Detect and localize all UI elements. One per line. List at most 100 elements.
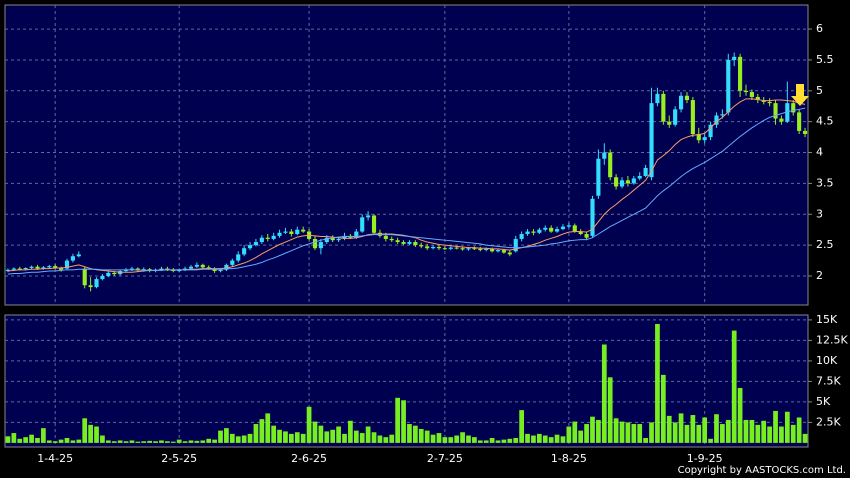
candle-body	[366, 215, 371, 218]
volume-bar	[525, 433, 530, 443]
candle-body	[360, 217, 365, 232]
x-tick-label: 2-6-25	[291, 452, 327, 465]
candle-body	[478, 248, 483, 251]
volume-bar	[141, 441, 147, 443]
candle-body	[460, 248, 465, 250]
volume-bar	[23, 437, 29, 443]
volume-bar	[489, 437, 495, 443]
volume-bar	[649, 422, 654, 443]
volume-bar	[625, 422, 631, 443]
volume-bar	[100, 435, 105, 443]
candle-body	[619, 180, 625, 187]
volume-bar	[684, 424, 690, 443]
volume-bar	[536, 433, 542, 443]
y-tick-label: 3.5	[816, 176, 834, 189]
volume-bar	[159, 440, 164, 443]
volume-bar	[218, 430, 223, 443]
volume-bar	[548, 437, 554, 443]
volume-bar	[365, 426, 371, 443]
candle-body	[371, 215, 377, 233]
candle-body	[436, 246, 442, 249]
volume-bar	[560, 436, 566, 443]
candle-body	[129, 268, 135, 270]
candle-body	[732, 56, 737, 60]
candle-body	[301, 229, 306, 232]
candle-body	[289, 231, 294, 235]
volume-bar	[224, 428, 229, 443]
candle-body	[608, 152, 613, 178]
volume-bar	[442, 437, 448, 443]
volume-bar	[289, 433, 294, 443]
volume-bar	[731, 330, 737, 443]
candle-body	[206, 267, 211, 269]
volume-bar	[235, 436, 241, 443]
volume-bar	[619, 421, 625, 443]
candle-body	[407, 242, 412, 244]
volume-bar	[714, 414, 719, 443]
volume-bar	[672, 422, 678, 443]
candle-body	[590, 198, 595, 236]
volume-bar	[359, 433, 365, 443]
candle-body	[277, 232, 282, 236]
candle-body	[413, 242, 418, 246]
volume-bar	[135, 441, 141, 443]
candle-body	[53, 266, 58, 268]
copyright: Copyright by AASTOCKS.com Ltd.	[678, 465, 846, 476]
volume-bar	[170, 441, 176, 443]
candle-body	[425, 246, 430, 249]
candle-body	[797, 112, 802, 131]
volume-bar	[472, 437, 477, 443]
volume-bar	[300, 433, 306, 443]
volume-bar	[111, 441, 117, 443]
volume-bar	[767, 426, 772, 443]
volume-bar	[566, 426, 572, 443]
volume-bar	[247, 433, 253, 443]
volume-bar	[336, 426, 341, 443]
volume-bar	[572, 421, 578, 443]
volume-bar	[46, 440, 52, 443]
candle-body	[218, 269, 223, 272]
candle-body	[490, 248, 495, 252]
volume-bar	[259, 419, 265, 443]
volume-bar	[501, 439, 507, 443]
candle-body	[395, 240, 400, 243]
candle-body	[35, 266, 40, 269]
candle-body	[667, 121, 672, 125]
volume-bar	[241, 435, 247, 443]
volume-bar	[477, 440, 483, 443]
candle-body	[578, 231, 583, 235]
volume-bar	[29, 434, 34, 443]
candle-body	[247, 245, 253, 249]
candle-body	[171, 269, 176, 272]
volume-bar	[542, 435, 548, 443]
volume-bar	[58, 439, 64, 443]
candle-body	[312, 238, 318, 249]
candle-body	[773, 103, 778, 119]
candle-body	[29, 266, 34, 268]
candle-body	[177, 269, 182, 272]
volume-bar	[448, 437, 454, 443]
candle-body	[200, 264, 205, 268]
volume-bar	[666, 415, 672, 443]
candle-body	[560, 226, 566, 230]
x-tick-label: 1-4-25	[37, 452, 73, 465]
volume-bar	[407, 424, 412, 443]
candle-body	[295, 229, 300, 235]
volume-bar	[507, 438, 513, 443]
volume-bar	[743, 419, 749, 443]
volume-bar	[460, 432, 465, 443]
candle-body	[602, 152, 607, 159]
volume-bar	[353, 430, 359, 443]
candle-body	[165, 268, 170, 270]
volume-bar	[188, 440, 194, 443]
candle-body	[649, 103, 654, 178]
volume-bar	[105, 440, 111, 443]
candle-body	[283, 231, 288, 233]
candle-body	[194, 264, 199, 267]
volume-bar	[206, 438, 212, 443]
candle-body	[726, 59, 731, 113]
candle-body	[785, 103, 790, 122]
volume-bar	[383, 437, 389, 443]
candle-body	[389, 238, 394, 241]
